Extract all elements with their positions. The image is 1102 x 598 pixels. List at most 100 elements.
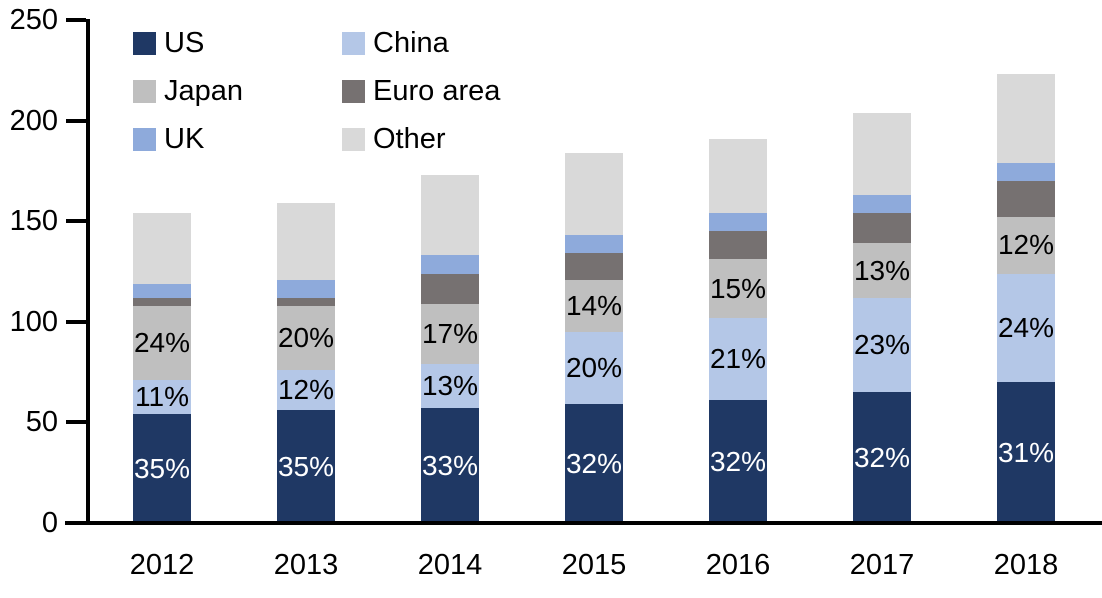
legend-item-other: Other xyxy=(342,115,500,163)
y-axis-line xyxy=(86,19,90,525)
bar-segment-us-2013 xyxy=(277,410,335,523)
bar-segment-us-2017 xyxy=(853,392,911,523)
bar-segment-japan-2016 xyxy=(709,259,767,318)
bar-segment-us-2012 xyxy=(133,414,191,523)
bar-label-us-2012: 35% xyxy=(133,452,191,484)
y-axis-tick xyxy=(66,420,86,425)
bar-label-china-2017: 23% xyxy=(853,328,911,360)
y-axis-tick-label: 200 xyxy=(9,104,58,137)
bar-label-japan-2013: 20% xyxy=(277,321,335,353)
bar-segment-uk-2018 xyxy=(997,162,1055,181)
legend-item-euro-area: Euro area xyxy=(342,67,500,115)
bar-label-us-2013: 35% xyxy=(277,450,335,482)
x-axis-label-2014: 2014 xyxy=(417,549,483,581)
bar-label-china-2018: 24% xyxy=(997,311,1055,343)
legend-label-euro-area: Euro area xyxy=(373,74,501,107)
bar-label-us-2016: 32% xyxy=(709,445,767,477)
x-axis-label-2015: 2015 xyxy=(561,549,627,581)
bar-segment-us-2014 xyxy=(421,408,479,523)
y-axis-tick xyxy=(66,521,86,525)
bar-segment-euro-area-2015 xyxy=(565,253,623,280)
y-axis-tick xyxy=(66,319,86,324)
bar-segment-other-2013 xyxy=(277,203,335,280)
x-axis-label-2017: 2017 xyxy=(849,549,915,581)
legend-label-china: China xyxy=(373,26,449,59)
bar-label-us-2017: 32% xyxy=(853,441,911,473)
y-axis-tick-label: 150 xyxy=(9,205,58,238)
bar-segment-china-2013 xyxy=(277,370,335,411)
bar-label-china-2015: 20% xyxy=(565,352,623,384)
x-axis-label-2012: 2012 xyxy=(129,549,195,581)
bar-label-china-2014: 13% xyxy=(421,370,479,402)
bar-label-us-2014: 33% xyxy=(421,449,479,481)
bar-segment-euro-area-2012 xyxy=(133,297,191,306)
bar-segment-japan-2014 xyxy=(421,303,479,365)
y-axis-tick-label: 250 xyxy=(9,4,58,36)
bar-segment-other-2014 xyxy=(421,174,479,256)
bar-segment-us-2018 xyxy=(997,382,1055,523)
bar-label-china-2013: 12% xyxy=(277,374,335,406)
bar-segment-japan-2013 xyxy=(277,305,335,371)
legend-label-us: US xyxy=(164,26,205,59)
y-axis-tick xyxy=(66,118,86,123)
bar-label-japan-2016: 15% xyxy=(709,272,767,304)
bar-segment-china-2017 xyxy=(853,297,911,393)
bar-segment-japan-2017 xyxy=(853,243,911,298)
bar-segment-other-2016 xyxy=(709,138,767,214)
bar-segment-other-2018 xyxy=(997,74,1055,163)
bar-segment-other-2012 xyxy=(133,213,191,284)
bar-segment-euro-area-2018 xyxy=(997,180,1055,218)
bar-label-japan-2014: 17% xyxy=(421,317,479,349)
bar-segment-china-2012 xyxy=(133,380,191,415)
bar-segment-us-2016 xyxy=(709,400,767,523)
legend-item-uk: UK xyxy=(133,115,342,163)
legend-label-japan: Japan xyxy=(164,74,244,107)
bar-segment-china-2018 xyxy=(997,273,1055,383)
bar-label-china-2016: 21% xyxy=(709,343,767,375)
y-axis-tick-label: 50 xyxy=(25,406,58,439)
bar-segment-other-2015 xyxy=(565,152,623,236)
bar-segment-other-2017 xyxy=(853,112,911,196)
bar-label-japan-2017: 13% xyxy=(853,254,911,286)
bar-label-us-2018: 31% xyxy=(997,436,1055,468)
legend-swatch-us xyxy=(133,31,156,55)
x-axis-label-2018: 2018 xyxy=(993,549,1059,581)
bar-segment-china-2014 xyxy=(421,364,479,409)
y-axis-tick-label: 0 xyxy=(41,507,58,539)
x-axis-label-2016: 2016 xyxy=(705,549,771,581)
x-axis-label-2013: 2013 xyxy=(273,549,339,581)
bar-label-us-2015: 32% xyxy=(565,447,623,479)
bar-segment-euro-area-2013 xyxy=(277,297,335,306)
bar-label-china-2012: 11% xyxy=(135,381,189,413)
legend-swatch-uk xyxy=(133,127,156,151)
legend-label-other: Other xyxy=(373,122,446,155)
legend-label-uk: UK xyxy=(164,122,205,155)
bar-segment-china-2016 xyxy=(709,317,767,401)
bar-segment-uk-2014 xyxy=(421,255,479,274)
bar-segment-japan-2018 xyxy=(997,217,1055,274)
legend: US China Japan Euro area UK Other xyxy=(133,19,500,163)
y-axis-tick-label: 100 xyxy=(9,305,58,338)
bar-label-japan-2015: 14% xyxy=(565,289,623,321)
bar-label-japan-2018: 12% xyxy=(997,229,1055,261)
bar-segment-uk-2015 xyxy=(565,235,623,254)
bar-segment-euro-area-2014 xyxy=(421,273,479,304)
legend-item-us: US xyxy=(133,19,342,67)
y-axis-tick xyxy=(66,219,86,224)
bar-segment-uk-2017 xyxy=(853,195,911,214)
legend-item-china: China xyxy=(342,19,500,67)
bar-segment-euro-area-2017 xyxy=(853,213,911,244)
bar-segment-euro-area-2016 xyxy=(709,231,767,260)
bar-segment-uk-2016 xyxy=(709,213,767,232)
bar-segment-japan-2012 xyxy=(133,305,191,381)
bar-segment-us-2015 xyxy=(565,404,623,523)
bar-segment-uk-2012 xyxy=(133,283,191,298)
legend-swatch-china xyxy=(342,31,365,55)
legend-item-japan: Japan xyxy=(133,67,342,115)
legend-swatch-japan xyxy=(133,79,156,103)
bar-segment-uk-2013 xyxy=(277,279,335,298)
bar-label-japan-2012: 24% xyxy=(133,326,191,358)
legend-swatch-euro-area xyxy=(342,79,365,103)
y-axis-tick xyxy=(66,18,86,22)
